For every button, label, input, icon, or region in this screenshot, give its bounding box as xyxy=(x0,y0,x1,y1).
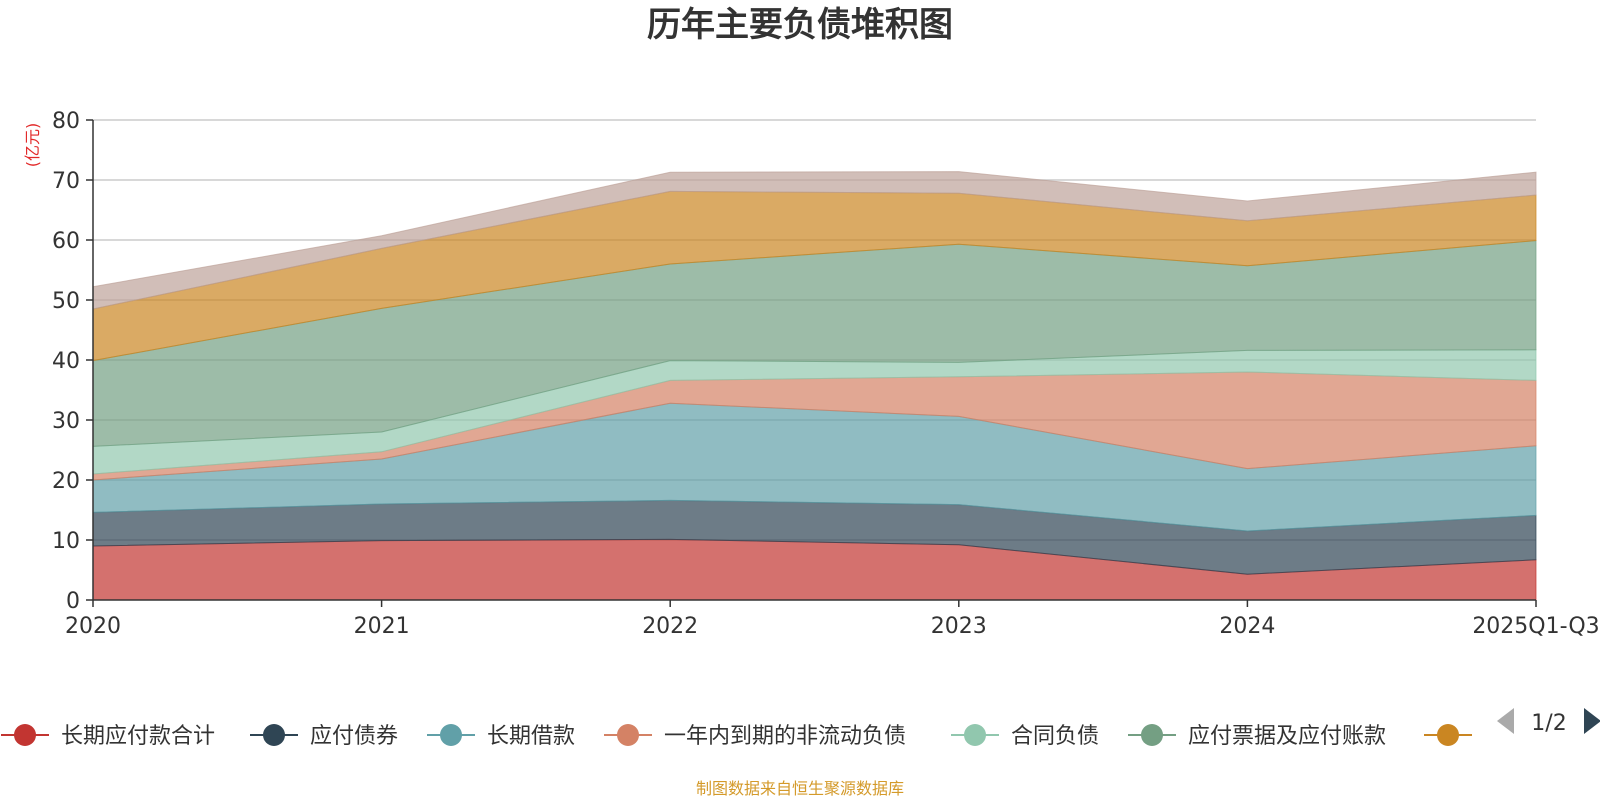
x-tick-label: 2024 xyxy=(1219,614,1275,639)
y-tick-label: 40 xyxy=(52,349,80,374)
legend-marker-icon xyxy=(617,724,639,746)
area-series xyxy=(92,171,1537,601)
legend-marker-icon xyxy=(263,724,285,746)
y-tick-label: 10 xyxy=(52,529,80,554)
legend-label: 应付债券 xyxy=(310,724,398,749)
legend-label: 长期应付款合计 xyxy=(61,724,215,749)
legend-item[interactable]: 应付债券 xyxy=(250,724,398,749)
y-tick-label: 70 xyxy=(52,169,80,194)
y-tick-label: 60 xyxy=(52,229,80,254)
legend-item[interactable] xyxy=(1424,724,1472,746)
y-tick-label: 0 xyxy=(66,589,80,614)
legend-label: 合同负债 xyxy=(1011,724,1099,749)
legend-marker-icon xyxy=(1437,724,1459,746)
legend: 长期应付款合计 应付债券 长期借款 一年内到期的非流动负债 合同负债 应付票据及应付账款 xyxy=(1,724,1472,749)
legend-item[interactable]: 合同负债 xyxy=(951,724,1099,749)
legend-marker-icon xyxy=(440,724,462,746)
x-tick-label: 2020 xyxy=(65,614,121,639)
data-source-note: 制图数据来自恒生聚源数据库 xyxy=(696,779,904,798)
axes: 0 10 20 30 40 50 60 70 80 2020 2021 2022 2023 2024 202… xyxy=(52,109,1600,639)
legend-item[interactable]: 应付票据及应付账款 xyxy=(1128,724,1386,749)
x-tick-label: 2022 xyxy=(642,614,698,639)
legend-label: 长期借款 xyxy=(487,724,575,749)
legend-item[interactable]: 一年内到期的非流动负债 xyxy=(604,724,906,749)
y-tick-label: 20 xyxy=(52,469,80,494)
legend-label: 应付票据及应付账款 xyxy=(1188,724,1386,749)
chart-title: 历年主要负债堆积图 xyxy=(647,5,953,45)
y-tick-label: 80 xyxy=(52,109,80,134)
x-tick-label: 2023 xyxy=(931,614,987,639)
legend-prev-page-icon[interactable] xyxy=(1497,708,1514,734)
area-series-8[interactable] xyxy=(92,171,1537,310)
y-tick-label: 30 xyxy=(52,409,80,434)
legend-item[interactable]: 长期应付款合计 xyxy=(1,724,215,749)
legend-pager: 1/2 xyxy=(1497,708,1600,736)
y-tick-label: 50 xyxy=(52,289,80,314)
y-axis-unit-label: (亿元) xyxy=(23,123,42,168)
x-tick-label: 2021 xyxy=(354,614,410,639)
legend-item[interactable]: 长期借款 xyxy=(427,724,575,749)
legend-page-indicator: 1/2 xyxy=(1531,711,1566,736)
legend-marker-icon xyxy=(14,724,36,746)
legend-marker-icon xyxy=(964,724,986,746)
legend-marker-icon xyxy=(1141,724,1163,746)
legend-label: 一年内到期的非流动负债 xyxy=(664,724,906,749)
x-tick-label: 2025Q1-Q3 xyxy=(1472,614,1599,639)
legend-next-page-icon[interactable] xyxy=(1584,708,1600,734)
